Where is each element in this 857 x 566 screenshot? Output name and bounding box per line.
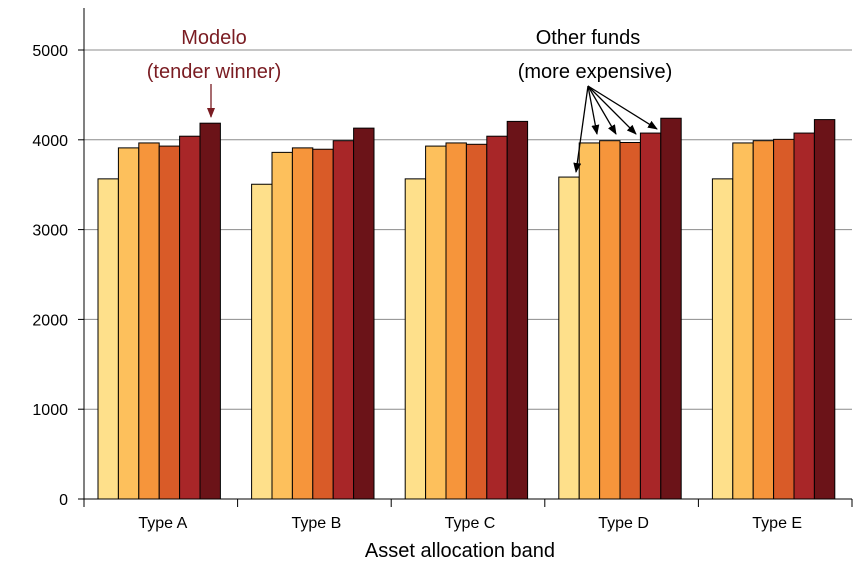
y-tick-label: 4000: [32, 133, 68, 150]
x-tick-label: Type A: [138, 515, 187, 532]
bar-type-b-series-6: [353, 127, 375, 500]
bar-type-c-series-1: [404, 178, 427, 500]
other-funds-annotation-line2: (more expensive): [518, 61, 673, 83]
bar-type-e-series-2: [732, 142, 754, 500]
bar-type-e-series-3: [752, 140, 775, 500]
bar-type-c-series-4: [465, 143, 488, 500]
x-tick-label: Type B: [291, 515, 341, 532]
y-tick-label: 3000: [32, 223, 68, 240]
x-tick-label: Type C: [445, 515, 496, 532]
bar-type-d-series-3: [599, 140, 621, 500]
x-axis-title: Asset allocation band: [365, 540, 555, 562]
modelo-annotation-line2: (tender winner): [147, 61, 282, 83]
bar-type-b-series-4: [312, 148, 334, 500]
bar-type-a-series-5: [179, 135, 201, 500]
bar-type-b-series-1: [251, 183, 273, 500]
other-funds-arrow-5: [587, 85, 658, 130]
bar-type-d-series-5: [639, 132, 662, 500]
bar-type-e-series-6: [813, 119, 836, 500]
other-funds-arrow-4: [587, 85, 637, 135]
modelo-annotation-line1: Modelo: [181, 27, 247, 49]
bar-type-a-series-2: [117, 147, 140, 500]
bar-type-e-series-1: [711, 178, 734, 500]
bar-type-b-series-5: [332, 140, 355, 500]
x-tick-label: Type E: [752, 515, 802, 532]
bar-type-c-series-5: [486, 135, 508, 500]
bar-type-e-series-4: [773, 138, 795, 500]
bar-type-c-series-3: [445, 142, 467, 500]
other-funds-annotation: Other funds (more expensive): [518, 27, 673, 173]
bar-type-b-series-2: [271, 151, 293, 500]
y-tick-label: 5000: [32, 43, 68, 60]
y-tick-label: 0: [59, 492, 68, 509]
bar-type-c-series-2: [425, 145, 447, 500]
bar-type-d-series-6: [660, 117, 682, 500]
other-funds-arrow-3: [587, 85, 617, 135]
axes: [78, 8, 853, 507]
modelo-annotation: Modelo (tender winner): [147, 27, 282, 118]
other-funds-arrow-2: [587, 85, 600, 135]
bar-type-d-series-4: [619, 141, 641, 500]
bar-type-a-series-4: [158, 145, 181, 500]
other-funds-annotation-line1: Other funds: [536, 27, 641, 49]
bar-type-d-series-1: [558, 176, 580, 500]
y-tick-label: 2000: [32, 312, 68, 329]
y-tick-label: 1000: [32, 402, 68, 419]
bar-type-e-series-5: [793, 132, 815, 500]
bars: [97, 117, 836, 500]
bar-type-a-series-6: [199, 122, 221, 500]
bar-type-a-series-3: [138, 142, 160, 500]
x-tick-labels: Type A Type B Type C Type D Type E: [138, 515, 802, 532]
bar-type-c-series-6: [506, 120, 529, 500]
bar-type-b-series-3: [291, 147, 314, 500]
y-tick-labels: 0 1000 2000 3000 4000 5000: [32, 43, 68, 509]
x-tick-label: Type D: [598, 515, 649, 532]
other-funds-arrow-1: [573, 85, 589, 173]
bar-type-a-series-1: [97, 178, 119, 500]
bar-type-d-series-2: [578, 142, 601, 500]
